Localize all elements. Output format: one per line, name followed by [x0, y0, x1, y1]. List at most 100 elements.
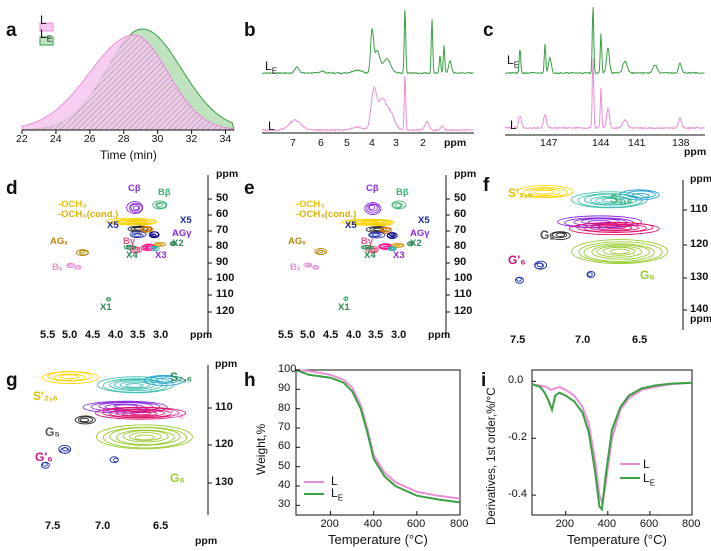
contour: [116, 429, 175, 445]
contour: [154, 242, 165, 247]
x-tick-label-a: 34: [219, 133, 232, 145]
contour: [371, 233, 380, 237]
x-tick-label-e: ppm: [428, 329, 451, 341]
y-tick-label-g: ppm: [215, 358, 238, 370]
x-tick-label-b: 5: [344, 137, 350, 149]
contour: [170, 242, 175, 245]
contour: [374, 219, 387, 224]
annotation-f: G₆: [640, 268, 655, 282]
y-tick-label-f: 110: [690, 203, 708, 215]
annotation-d: X5: [180, 215, 192, 226]
y-tick-label-h: 50: [278, 459, 291, 472]
contour: [152, 234, 157, 237]
contour: [516, 185, 574, 199]
x-axis-title-h: Temperature (°C): [328, 532, 428, 547]
contour: [133, 248, 139, 252]
x-tick-label-b: 3: [393, 137, 399, 149]
contour: [119, 381, 150, 389]
legend-label-i-LE: LE: [643, 471, 656, 488]
legend-label-h-L: L: [331, 474, 338, 488]
annotation-e: X3: [393, 250, 405, 261]
contour: [144, 245, 150, 249]
x-tick-label-e: 5.0: [300, 329, 316, 341]
contour: [372, 227, 385, 232]
x-tick-label-e: 5.5: [278, 329, 294, 341]
x-tick-label-e: 4.0: [346, 329, 362, 341]
contour: [601, 197, 621, 203]
contour: [571, 239, 669, 265]
y-tick-label-e: 80: [454, 240, 467, 252]
contour: [551, 231, 568, 239]
y-axis-title-h: Weight,%: [254, 423, 268, 475]
contour: [313, 265, 318, 269]
line-L: [295, 369, 461, 500]
series-label-b-LE: LE: [265, 59, 278, 76]
x-tick-label-e: 4.5: [323, 329, 339, 341]
annotation-g: S₂,₆: [170, 370, 193, 384]
y-tick-label-h: 30: [278, 498, 291, 511]
annotation-d: Bₓ: [52, 262, 63, 273]
x-tick-label-g: ppm: [195, 535, 218, 547]
y-tick-label-f: 130: [690, 271, 709, 283]
series-label-c-LE: LE: [507, 53, 520, 70]
spectrum-L: [504, 58, 705, 130]
annotation-d: Bγ: [123, 236, 136, 247]
x-tick-label-b: ppm: [444, 137, 467, 149]
contour: [144, 228, 151, 233]
annotation-e: AGₓ: [288, 236, 306, 247]
spectrum-L: [261, 76, 474, 132]
x-tick-label-c: 141: [628, 137, 646, 149]
contour: [577, 193, 643, 208]
y-axis-title-i: Derivatives, 1st order,%/°C: [486, 387, 498, 525]
y-tick-label-d: 110: [216, 288, 234, 300]
contour: [365, 219, 395, 227]
x-tick-label-c: 144: [592, 137, 610, 149]
y-tick-label-e: ppm: [454, 168, 477, 180]
contour: [583, 223, 647, 233]
contour: [528, 188, 561, 196]
contour: [591, 244, 650, 260]
y-tick-label-d: 90: [216, 256, 229, 268]
annotation-g: S'₂,₆: [33, 389, 58, 403]
annotation-d: AGₓ: [50, 236, 68, 247]
x-tick-label-d: 5.5: [40, 329, 56, 341]
contour: [132, 205, 140, 211]
contour: [121, 410, 158, 417]
y-tick-label-e: 70: [454, 224, 467, 236]
x-tick-label-h: 400: [363, 518, 383, 530]
contour: [62, 447, 69, 452]
annotation-d: X1: [100, 302, 112, 313]
annotation-e: X5: [345, 220, 357, 231]
contour: [312, 264, 320, 270]
contour: [155, 202, 167, 209]
y-tick-label-d: 120: [216, 305, 235, 317]
y-tick-label-d: 60: [216, 208, 229, 220]
contour: [586, 271, 596, 278]
y-tick-label-f: ppm: [690, 173, 711, 185]
panel-label-c: c: [483, 20, 494, 41]
annotation-d: AGγ: [172, 228, 192, 239]
annotation-e: -OCH₃(cond.): [296, 209, 357, 220]
panel-label-i: i: [481, 370, 487, 391]
contour: [104, 217, 156, 225]
x-tick-label-d: 3.5: [130, 329, 146, 341]
chart-i: [531, 369, 693, 516]
line-LE: [531, 381, 693, 512]
x-tick-label-c: 147: [540, 137, 558, 149]
series-label-c-L: L: [510, 118, 517, 132]
contour: [106, 297, 111, 301]
contour: [66, 263, 75, 269]
annotation-e: Cβ: [366, 183, 379, 194]
legend-label-h-LE: LE: [331, 486, 344, 503]
contour: [369, 232, 382, 238]
annotation-g: G'₆: [35, 450, 53, 464]
y-tick-label-e: 110: [454, 288, 472, 300]
contour: [394, 243, 401, 246]
contour: [390, 246, 395, 250]
annotation-f: S'₂,₆: [508, 186, 533, 200]
y-tick-label-f: 140: [690, 303, 709, 315]
contour: [128, 432, 162, 441]
x-tick-label-d: ppm: [190, 329, 213, 341]
panel-label-g: g: [6, 370, 18, 391]
x-tick-label-e: 3.5: [368, 329, 384, 341]
